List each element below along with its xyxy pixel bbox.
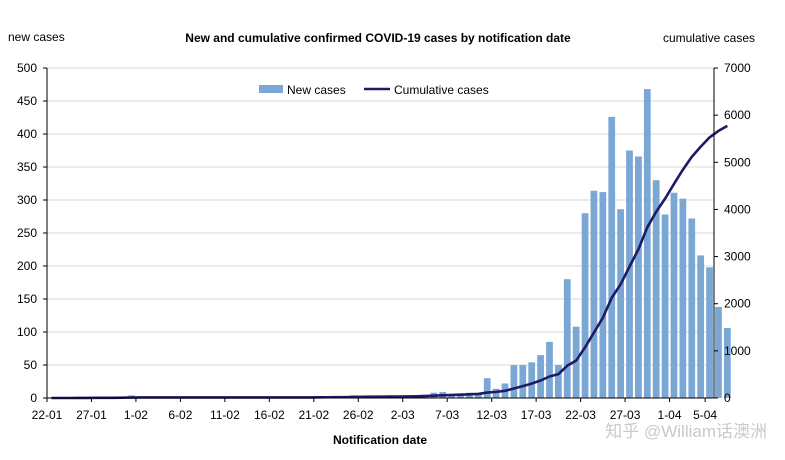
bar-18-03 [546,341,553,398]
right-tick-label: 0 [724,391,731,405]
x-tick-label: 7-03 [435,408,459,422]
legend-bar-swatch [259,85,283,93]
right-tick-label: 7000 [724,61,751,75]
x-tick-label: 22-01 [32,408,63,422]
bar-20-03 [563,279,571,398]
bar-22-03 [581,213,589,398]
bar-5-04 [706,267,713,398]
x-tick-label: 27-03 [610,408,641,422]
left-axis-title: new cases [8,30,65,44]
right-axis-title: cumulative cases [663,31,755,45]
right-tick-label: 4000 [724,202,751,216]
x-axis-title: Notification date [333,433,427,447]
chart-title: New and cumulative confirmed COVID-19 ca… [185,31,571,45]
bar-3-04 [688,218,696,398]
bar-30-03 [652,180,660,398]
bar-16-03 [528,362,536,398]
left-tick-label: 450 [17,94,37,108]
left-tick-label: 400 [17,127,37,141]
bar-14-03 [510,365,518,398]
bar-31-03 [661,214,669,398]
x-tick-label: 11-02 [210,408,240,422]
bar-10-03 [474,393,482,398]
bar-19-03 [554,365,562,398]
x-axis-ticks: 22-01 27-01 1-02 6-02 11-02 16-02 21-02 26-02 2-… [32,398,717,422]
bar-undefined [723,328,731,398]
right-axis-ticks: 0 1000 2000 3000 4000 5000 6000 7000 [714,61,751,405]
bar-undefined [715,306,722,398]
left-tick-label: 0 [30,391,37,405]
x-tick-label: 1-02 [124,408,148,422]
bar-23-03 [590,190,598,398]
left-tick-label: 500 [17,61,37,75]
x-tick-label: 6-02 [168,408,192,422]
left-tick-label: 150 [17,292,37,306]
left-tick-label: 50 [24,358,38,372]
right-tick-label: 3000 [724,250,751,264]
left-tick-label: 100 [17,325,37,339]
bar-series-new-cases [74,89,731,399]
bar-27-03 [626,150,633,398]
x-tick-label: 17-03 [521,408,552,422]
bar-25-03 [608,116,616,398]
bar-11-03 [483,378,491,398]
left-axis-ticks: 0 50 100 150 200 250 300 350 400 450 500 [17,61,47,405]
x-tick-label: 12-03 [476,408,507,422]
x-tick-label: 27-01 [76,408,107,422]
watermark: 知乎 @William话澳洲 [605,422,767,441]
x-tick-label: 22-03 [565,408,596,422]
x-tick-label: 1-04 [658,408,682,422]
left-tick-label: 250 [17,226,37,240]
gridlines [47,67,714,366]
bar-21-03 [572,326,580,398]
left-tick-label: 200 [17,259,37,273]
legend: New cases Cumulative cases [259,83,489,97]
bar-4-04 [697,255,705,398]
legend-bar-label: New cases [287,83,346,97]
bar-26-03 [617,209,624,398]
right-tick-label: 2000 [724,297,751,311]
line-series-cumulative-cases [51,124,728,400]
x-tick-label: 26-02 [343,408,374,422]
x-tick-label: 2-03 [391,408,415,422]
bar-15-03 [519,365,527,398]
bar-1-04 [670,192,678,398]
bar-12-03 [492,388,500,398]
right-tick-label: 5000 [724,155,751,169]
x-tick-label: 21-02 [298,408,329,422]
legend-line-label: Cumulative cases [394,83,489,97]
left-tick-label: 350 [17,160,37,174]
bar-17-03 [537,355,544,398]
x-tick-label: 5-04 [693,408,717,422]
bar-29-03 [643,89,651,399]
left-tick-label: 300 [17,193,37,207]
bar-28-03 [635,156,642,398]
bar-2-04 [679,198,687,398]
x-tick-label: 16-02 [254,408,285,422]
right-tick-label: 6000 [724,108,751,122]
right-tick-label: 1000 [724,344,751,358]
bar-24-03 [599,192,607,398]
